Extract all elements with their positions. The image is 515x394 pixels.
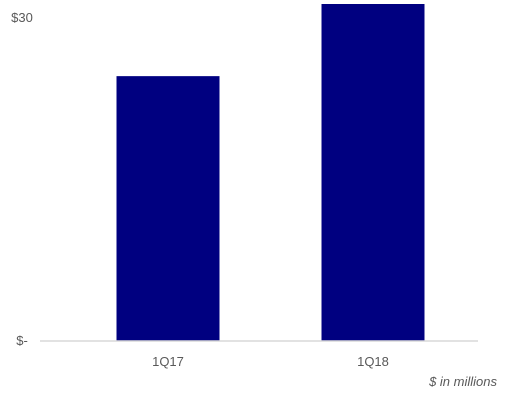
- bar-1q18: [321, 4, 425, 341]
- unit-note: $ in millions: [428, 374, 497, 389]
- y-axis-ticks: $- $30: [11, 10, 33, 348]
- y-tick-label: $-: [16, 333, 28, 348]
- bar-1q17: [116, 76, 220, 341]
- y-tick-label: $30: [11, 10, 33, 25]
- x-tick-label: 1Q17: [152, 354, 184, 369]
- x-tick-label: 1Q18: [357, 354, 389, 369]
- x-axis-ticks: 1Q17 1Q18: [152, 354, 389, 369]
- bars: [116, 4, 425, 341]
